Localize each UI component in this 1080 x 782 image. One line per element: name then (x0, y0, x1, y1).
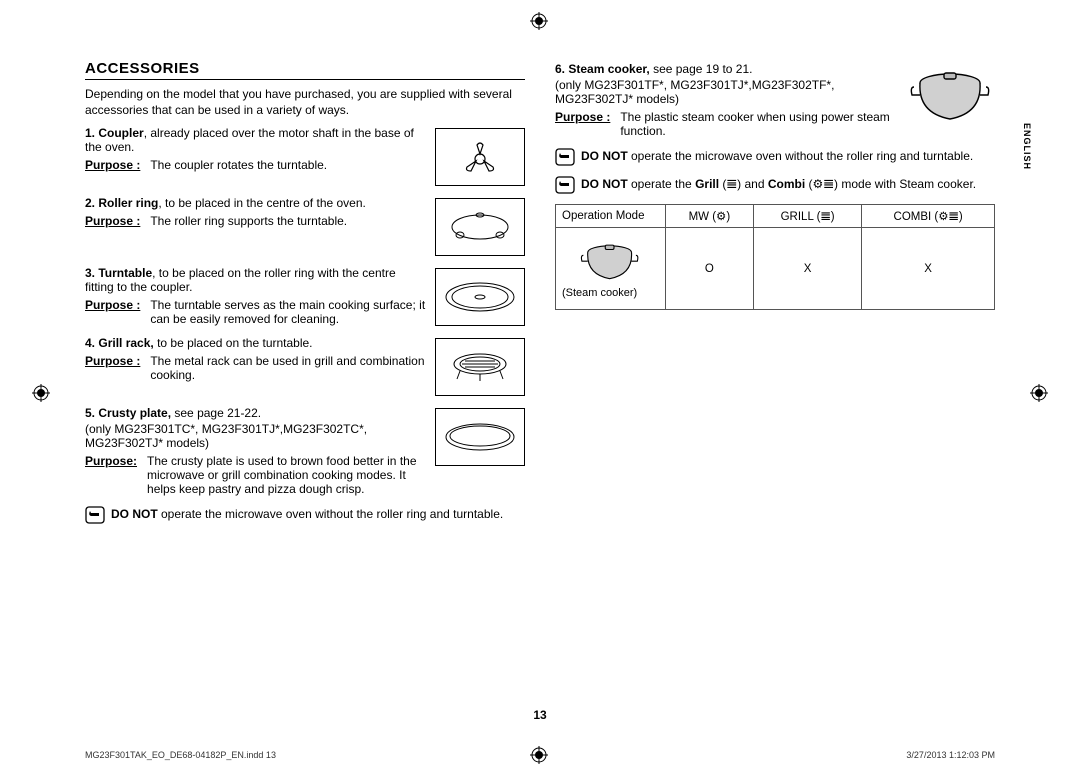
warning-icon (85, 506, 105, 524)
table-header: COMBI (⚙𝌆) (862, 205, 995, 228)
purpose-text: The crusty plate is used to brown food b… (147, 454, 427, 496)
purpose-label: Purpose: (85, 454, 137, 496)
table-header: GRILL (𝌆) (753, 205, 861, 228)
purpose-label: Purpose : (85, 354, 140, 382)
item-title: Steam cooker, (568, 62, 649, 76)
warning-icon (555, 176, 575, 194)
item-models: (only MG23F301TC*, MG23F301TJ*,MG23F302T… (85, 422, 427, 450)
accessory-item: 3. Turntable, to be placed on the roller… (85, 266, 525, 326)
reg-mark-left (32, 384, 50, 402)
item-title: Roller ring (98, 196, 158, 210)
item-number: 6. (555, 62, 565, 76)
warning-text: DO NOT operate the microwave oven withou… (581, 148, 995, 166)
item-desc: , to be placed in the centre of the oven… (158, 196, 365, 210)
steam-cooker-icon (905, 62, 995, 132)
coupler-icon (435, 128, 525, 186)
left-column: ACCESSORIES Depending on the model that … (85, 60, 525, 534)
accessory-item: 5. Crusty plate, see page 21-22. (only M… (85, 406, 525, 496)
item-desc: to be placed on the turntable. (154, 336, 313, 350)
right-column: 6. Steam cooker, see page 19 to 21. (onl… (555, 60, 995, 534)
purpose-label: Purpose : (85, 158, 140, 172)
item-title: Crusty plate, (98, 406, 171, 420)
warn-and: and (745, 177, 768, 191)
warn-grill: Grill (695, 177, 719, 191)
warning-icon (555, 148, 575, 166)
item-desc: see page 19 to 21. (650, 62, 753, 76)
warn-body: mode with Steam cooker. (841, 177, 976, 191)
item-number: 1. (85, 126, 95, 140)
purpose-text: The roller ring supports the turntable. (150, 214, 427, 228)
page-footer: MG23F301TAK_EO_DE68-04182P_EN.indd 13 3/… (85, 750, 995, 760)
footer-filename: MG23F301TAK_EO_DE68-04182P_EN.indd 13 (85, 750, 276, 760)
purpose-label: Purpose : (85, 298, 140, 326)
item-number: 3. (85, 266, 95, 280)
section-heading: ACCESSORIES (85, 60, 525, 80)
warn-prefix: DO NOT (581, 149, 628, 163)
table-header: Operation Mode (556, 205, 666, 228)
purpose-label: Purpose : (555, 110, 610, 138)
purpose-text: The coupler rotates the turntable. (150, 158, 427, 172)
table-row: (Steam cooker) O X X (556, 228, 995, 310)
item-title: Turntable (98, 266, 152, 280)
operation-mode-table: Operation Mode MW (⚙) GRILL (𝌆) COMBI (⚙… (555, 204, 995, 310)
table-header: MW (⚙) (665, 205, 753, 228)
item-number: 4. (85, 336, 95, 350)
table-row-label: (Steam cooker) (562, 287, 659, 299)
crusty-plate-icon (435, 408, 525, 466)
warning: DO NOT operate the microwave oven withou… (555, 148, 995, 166)
warning: DO NOT operate the Grill (𝌆) and Combi (… (555, 176, 995, 194)
page-content: ACCESSORIES Depending on the model that … (0, 0, 1080, 564)
warn-prefix: DO NOT (581, 177, 628, 191)
table-cell: O (665, 228, 753, 310)
warn-prefix: DO NOT (111, 507, 158, 521)
item-number: 5. (85, 406, 95, 420)
item-models: (only MG23F301TF*, MG23F301TJ*,MG23F302T… (555, 78, 897, 106)
warning-text: DO NOT operate the Grill (𝌆) and Combi (… (581, 176, 995, 194)
accessory-item: 4. Grill rack, to be placed on the turnt… (85, 336, 525, 396)
table-cell: (Steam cooker) (556, 228, 666, 310)
item-number: 2. (85, 196, 95, 210)
roller-ring-icon (435, 198, 525, 256)
accessory-item: 1. Coupler, already placed over the moto… (85, 126, 525, 186)
reg-mark-top (530, 12, 548, 30)
reg-mark-right (1030, 384, 1048, 402)
language-tab: ENGLISH (1022, 123, 1032, 170)
warn-body: operate the microwave oven without the r… (158, 507, 504, 521)
page-number: 13 (533, 708, 546, 722)
warn-body: operate the (628, 177, 695, 191)
purpose-label: Purpose : (85, 214, 140, 228)
steam-cooker-mini-icon (562, 239, 659, 287)
grill-symbol: (𝌆) (719, 177, 744, 191)
table-cell: X (862, 228, 995, 310)
turntable-icon (435, 268, 525, 326)
item-title: Grill rack, (98, 336, 153, 350)
table-header-row: Operation Mode MW (⚙) GRILL (𝌆) COMBI (⚙… (556, 205, 995, 228)
item-title: Coupler (98, 126, 143, 140)
footer-datetime: 3/27/2013 1:12:03 PM (906, 750, 995, 760)
item-desc: see page 21-22. (171, 406, 261, 420)
combi-symbol: (⚙𝌆) (805, 177, 841, 191)
warn-combi: Combi (768, 177, 805, 191)
purpose-text: The metal rack can be used in grill and … (150, 354, 427, 382)
grill-rack-icon (435, 338, 525, 396)
purpose-text: The turntable serves as the main cooking… (150, 298, 427, 326)
table-cell: X (753, 228, 861, 310)
accessory-item: 2. Roller ring, to be placed in the cent… (85, 196, 525, 256)
purpose-text: The plastic steam cooker when using powe… (620, 110, 897, 138)
warning-text: DO NOT operate the microwave oven withou… (111, 506, 525, 524)
warn-body: operate the microwave oven without the r… (628, 149, 974, 163)
intro-text: Depending on the model that you have pur… (85, 86, 525, 118)
accessory-item: 6. Steam cooker, see page 19 to 21. (onl… (555, 62, 995, 138)
warning: DO NOT operate the microwave oven withou… (85, 506, 525, 524)
